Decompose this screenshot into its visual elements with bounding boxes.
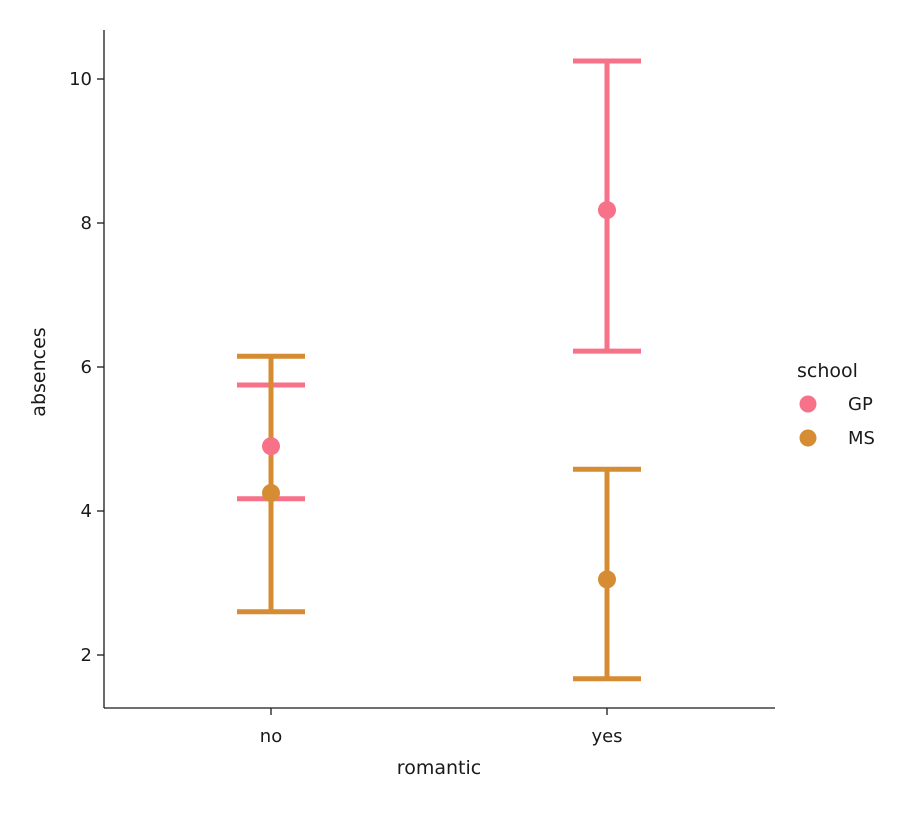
- x-axis-title: romantic: [397, 757, 481, 779]
- legend-label: GP: [848, 394, 873, 415]
- series-gp: [237, 58, 641, 502]
- legend-marker: [799, 429, 817, 447]
- series-ms: [237, 353, 641, 682]
- legend-title: school: [797, 360, 858, 382]
- legend: school GP MS: [797, 360, 875, 449]
- y-tick-label: 6: [81, 357, 92, 378]
- data-marks: [237, 58, 641, 682]
- data-point: [262, 437, 280, 456]
- data-point: [262, 484, 280, 502]
- y-axis-title: absences: [28, 327, 50, 416]
- axes: [103, 30, 775, 709]
- y-tick-label: 8: [81, 213, 92, 234]
- x-tick-label: yes: [591, 726, 622, 747]
- data-point: [598, 570, 616, 589]
- y-tick-label: 4: [81, 501, 92, 522]
- legend-label: MS: [848, 428, 875, 449]
- data-point: [598, 201, 616, 220]
- series-points-ms: [262, 484, 616, 589]
- y-ticks: 2 4 6 8 10: [69, 69, 104, 666]
- y-tick-label: 10: [69, 69, 92, 90]
- x-ticks: no yes: [260, 708, 623, 747]
- series-points-gp: [262, 201, 616, 456]
- x-tick-label: no: [260, 726, 282, 747]
- legend-marker: [799, 395, 817, 413]
- y-tick-label: 2: [81, 645, 92, 666]
